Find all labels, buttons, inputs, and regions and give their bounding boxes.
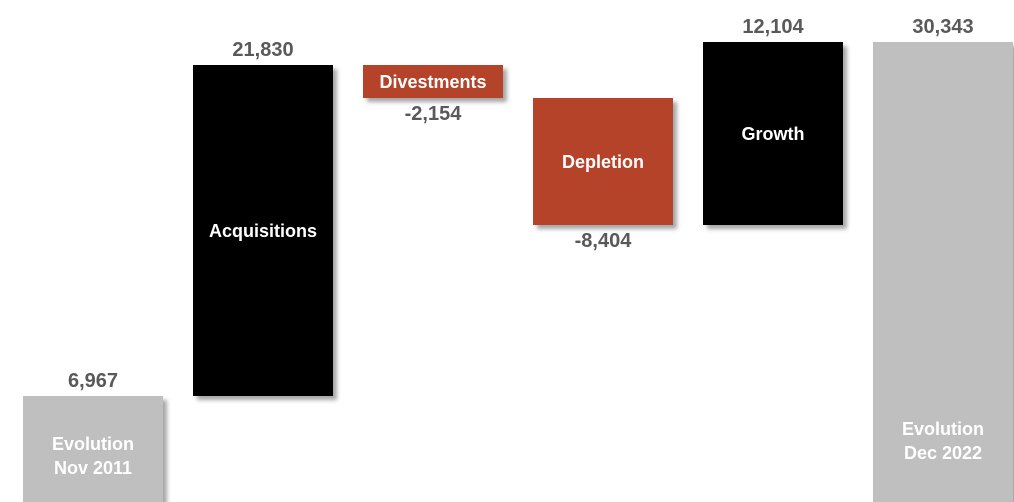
category-label: Growth <box>741 123 805 144</box>
category-label: Evolution Dec 2022 <box>902 419 984 463</box>
bar <box>873 42 1013 502</box>
bar <box>703 42 843 226</box>
category-label: Evolution Nov 2011 <box>52 434 134 478</box>
bar <box>23 396 163 502</box>
category-label: Acquisitions <box>208 220 317 241</box>
bar <box>363 65 503 99</box>
bar <box>533 98 673 226</box>
value-label: 30,343 <box>912 16 974 38</box>
value-label: -8,404 <box>574 230 632 253</box>
value-label: 6,967 <box>67 370 119 393</box>
value-label: 21,830 <box>232 39 294 62</box>
category-label: Divestments <box>379 71 487 92</box>
category-label: Depletion <box>561 151 644 172</box>
value-label: 12,104 <box>742 16 804 38</box>
value-label: -2,154 <box>404 103 462 126</box>
bar <box>193 65 333 397</box>
